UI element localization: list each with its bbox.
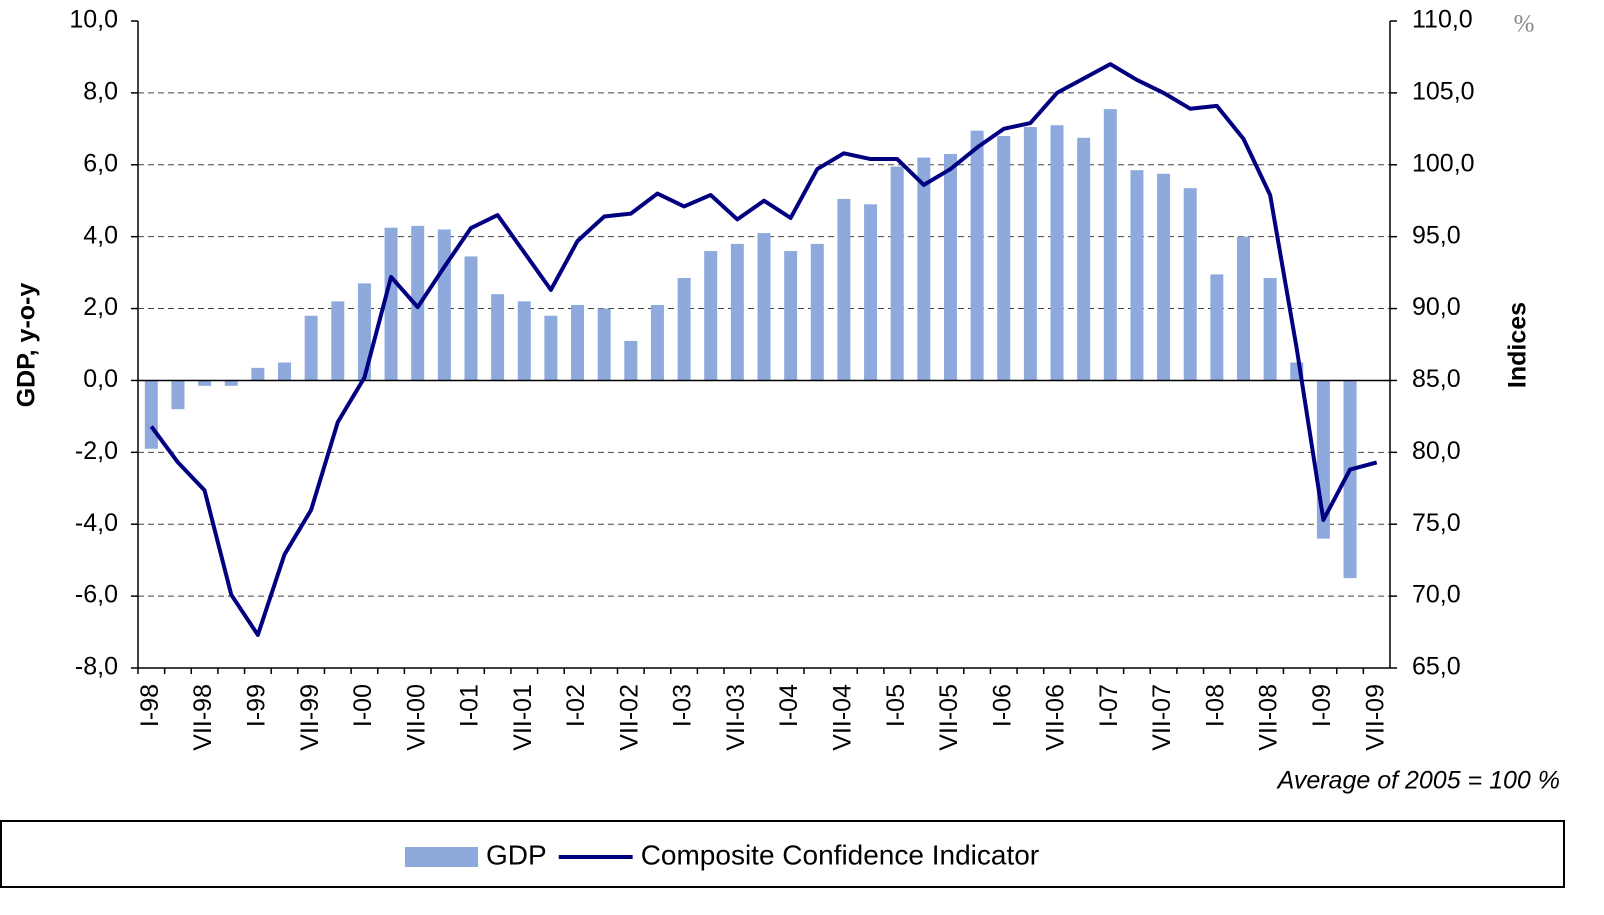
legend-label: Composite Confidence Indicator xyxy=(641,839,1039,870)
bar xyxy=(704,251,718,381)
x-tick-label: VII-08 xyxy=(1255,684,1283,751)
bar xyxy=(251,367,265,381)
y2-unit: % xyxy=(1514,11,1535,38)
y2-tick-label: 105,0 xyxy=(1412,77,1475,105)
y2-tick-label: 80,0 xyxy=(1412,437,1461,465)
bar xyxy=(384,227,398,381)
bar xyxy=(970,130,984,381)
y-tick-label: 8,0 xyxy=(83,77,118,105)
x-tick-label: VII-07 xyxy=(1148,684,1176,751)
y-tick-label: 0,0 xyxy=(83,365,118,393)
y2-tick-label: 100,0 xyxy=(1412,149,1475,177)
legend-box xyxy=(0,820,1565,888)
bar xyxy=(491,294,505,381)
bar xyxy=(544,315,558,381)
bar xyxy=(997,136,1011,381)
y-axis-label: GDP, y-o-y xyxy=(13,283,41,408)
bar xyxy=(943,153,957,381)
x-tick-label: VII-99 xyxy=(296,684,324,751)
y2-tick-label: 85,0 xyxy=(1412,365,1461,393)
x-tick-label: I-99 xyxy=(242,684,270,727)
legend-swatch xyxy=(405,847,478,867)
bar xyxy=(304,315,318,381)
bar xyxy=(837,198,851,381)
legend-label: GDP xyxy=(486,839,547,870)
bar xyxy=(1023,127,1037,381)
x-tick-label: VII-03 xyxy=(722,684,750,751)
bar xyxy=(464,256,478,381)
bar xyxy=(650,304,664,381)
bar xyxy=(437,229,451,381)
x-tick-label: I-08 xyxy=(1201,684,1229,727)
bar xyxy=(278,362,292,381)
x-tick-label: VII-04 xyxy=(829,684,857,751)
y-tick-label: 4,0 xyxy=(83,221,118,249)
y-tick-label: 2,0 xyxy=(83,293,118,321)
x-tick-label: I-00 xyxy=(349,684,377,727)
y-tick-label: -4,0 xyxy=(75,509,118,537)
bar xyxy=(1103,109,1117,381)
bar xyxy=(571,304,585,381)
y-tick-label: 10,0 xyxy=(69,6,118,34)
y2-tick-label: 75,0 xyxy=(1412,509,1461,537)
x-tick-label: VII-09 xyxy=(1361,684,1389,751)
x-tick-label: VII-02 xyxy=(615,684,643,751)
bar xyxy=(1343,380,1357,579)
y-tick-label: -2,0 xyxy=(75,437,118,465)
bar xyxy=(784,251,798,381)
bar xyxy=(411,225,425,381)
x-tick-label: I-01 xyxy=(456,684,484,727)
bar xyxy=(597,308,611,381)
bar xyxy=(677,278,691,381)
y-tick-label: 6,0 xyxy=(83,149,118,177)
bar xyxy=(730,243,744,381)
y2-tick-label: 70,0 xyxy=(1412,581,1461,609)
bar xyxy=(1157,173,1171,381)
x-tick-label: I-04 xyxy=(775,684,803,727)
y2-tick-label: 95,0 xyxy=(1412,221,1461,249)
bar xyxy=(171,380,185,410)
x-tick-label: I-05 xyxy=(882,684,910,727)
bar xyxy=(890,166,904,381)
x-tick-label: VII-98 xyxy=(189,684,217,751)
bar xyxy=(1130,170,1144,381)
x-tick-label: I-03 xyxy=(669,684,697,727)
bar xyxy=(1263,278,1277,381)
bar xyxy=(357,283,371,381)
x-tick-label: VII-06 xyxy=(1042,684,1070,751)
bar xyxy=(1183,188,1197,381)
bar xyxy=(517,301,531,381)
bar xyxy=(917,157,931,381)
bar xyxy=(1050,125,1064,381)
note: Average of 2005 = 100 % xyxy=(1276,767,1560,795)
x-tick-label: I-06 xyxy=(988,684,1016,727)
x-tick-label: I-02 xyxy=(562,684,590,727)
x-tick-label: VII-01 xyxy=(509,684,537,751)
bar xyxy=(198,380,212,386)
y-tick-label: -8,0 xyxy=(75,653,118,681)
bar xyxy=(810,243,824,381)
x-tick-label: VII-05 xyxy=(935,684,963,751)
bar xyxy=(144,380,158,449)
y2-tick-label: 110,0 xyxy=(1412,6,1473,34)
bar xyxy=(864,204,878,381)
y2-axis-label: Indices xyxy=(1504,302,1532,388)
bar xyxy=(1077,137,1091,381)
bar xyxy=(757,233,771,381)
x-tick-label: I-98 xyxy=(136,684,164,727)
bar xyxy=(624,340,638,381)
y2-tick-label: 65,0 xyxy=(1412,653,1461,681)
y-tick-label: -6,0 xyxy=(75,581,118,609)
bar xyxy=(224,380,238,386)
bar xyxy=(1236,236,1250,381)
x-tick-label: VII-00 xyxy=(402,684,430,751)
bar xyxy=(331,301,345,381)
x-tick-label: I-09 xyxy=(1308,684,1336,727)
y2-tick-label: 90,0 xyxy=(1412,293,1461,321)
line xyxy=(149,62,1378,637)
x-tick-label: I-07 xyxy=(1095,684,1123,727)
bar xyxy=(1210,274,1224,381)
